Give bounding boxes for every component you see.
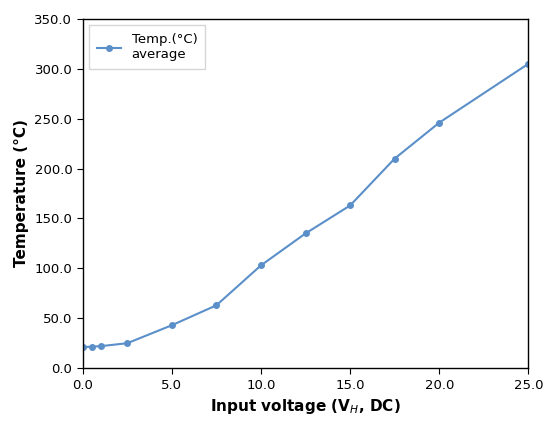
Y-axis label: Temperature (°C): Temperature (°C) bbox=[14, 120, 29, 267]
Legend: Temp.(°C)
average: Temp.(°C) average bbox=[89, 25, 205, 69]
X-axis label: Input voltage (V$_H$, DC): Input voltage (V$_H$, DC) bbox=[210, 397, 401, 416]
